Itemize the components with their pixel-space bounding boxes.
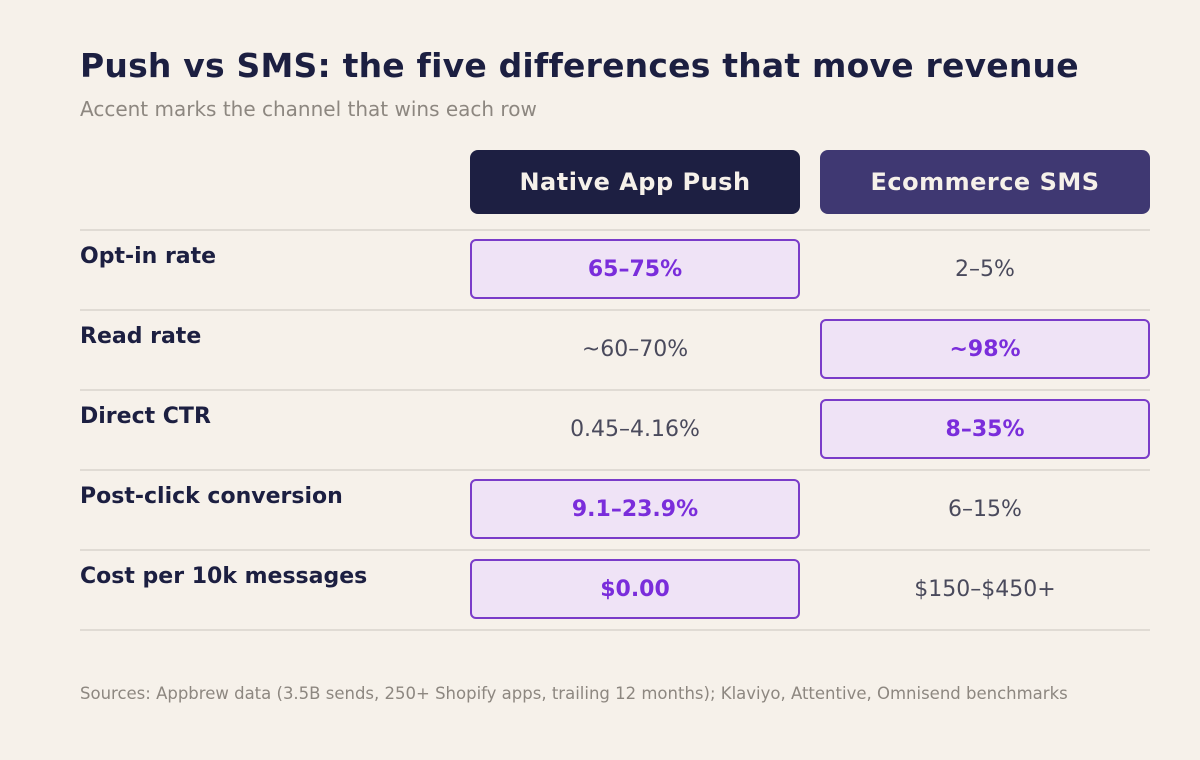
- table-row: Post-click conversion 9.1–23.9% 6–15%: [80, 469, 1150, 549]
- row-divider: [80, 469, 1150, 471]
- chart-subtitle: Accent marks the channel that wins each …: [80, 97, 537, 121]
- row-label: Cost per 10k messages: [80, 564, 368, 589]
- push-value-cell-winner: $0.00: [470, 559, 800, 619]
- sms-value-cell: 2–5%: [955, 256, 1015, 282]
- row-label: Post-click conversion: [80, 484, 343, 509]
- sources-note: Sources: Appbrew data (3.5B sends, 250+ …: [80, 684, 1068, 703]
- push-value-cell-winner: 65–75%: [470, 239, 800, 299]
- table-bottom-divider: [80, 629, 1150, 631]
- row-divider: [80, 389, 1150, 391]
- push-value-cell-winner: 9.1–23.9%: [470, 479, 800, 539]
- table-row: Read rate ~60–70% ~98%: [80, 309, 1150, 389]
- row-label: Read rate: [80, 324, 202, 349]
- column-header-sms: Ecommerce SMS: [820, 150, 1150, 214]
- row-label: Opt-in rate: [80, 244, 217, 269]
- sms-value-cell-winner: 8–35%: [820, 399, 1150, 459]
- row-divider: [80, 309, 1150, 311]
- sms-value-cell: $150–$450+: [914, 576, 1056, 602]
- table-row: Direct CTR 0.45–4.16% 8–35%: [80, 389, 1150, 469]
- push-value-cell: ~60–70%: [581, 336, 689, 362]
- sms-value-cell: 6–15%: [948, 496, 1022, 522]
- sms-value-cell-winner: ~98%: [820, 319, 1150, 379]
- row-label: Direct CTR: [80, 404, 211, 429]
- row-divider: [80, 229, 1150, 231]
- push-value-cell: 0.45–4.16%: [570, 416, 700, 442]
- chart-title: Push vs SMS: the five differences that m…: [80, 46, 1079, 85]
- column-header-push: Native App Push: [470, 150, 800, 214]
- table-row: Opt-in rate 65–75% 2–5%: [80, 229, 1150, 309]
- row-divider: [80, 549, 1150, 551]
- table-row: Cost per 10k messages $0.00 $150–$450+: [80, 549, 1150, 629]
